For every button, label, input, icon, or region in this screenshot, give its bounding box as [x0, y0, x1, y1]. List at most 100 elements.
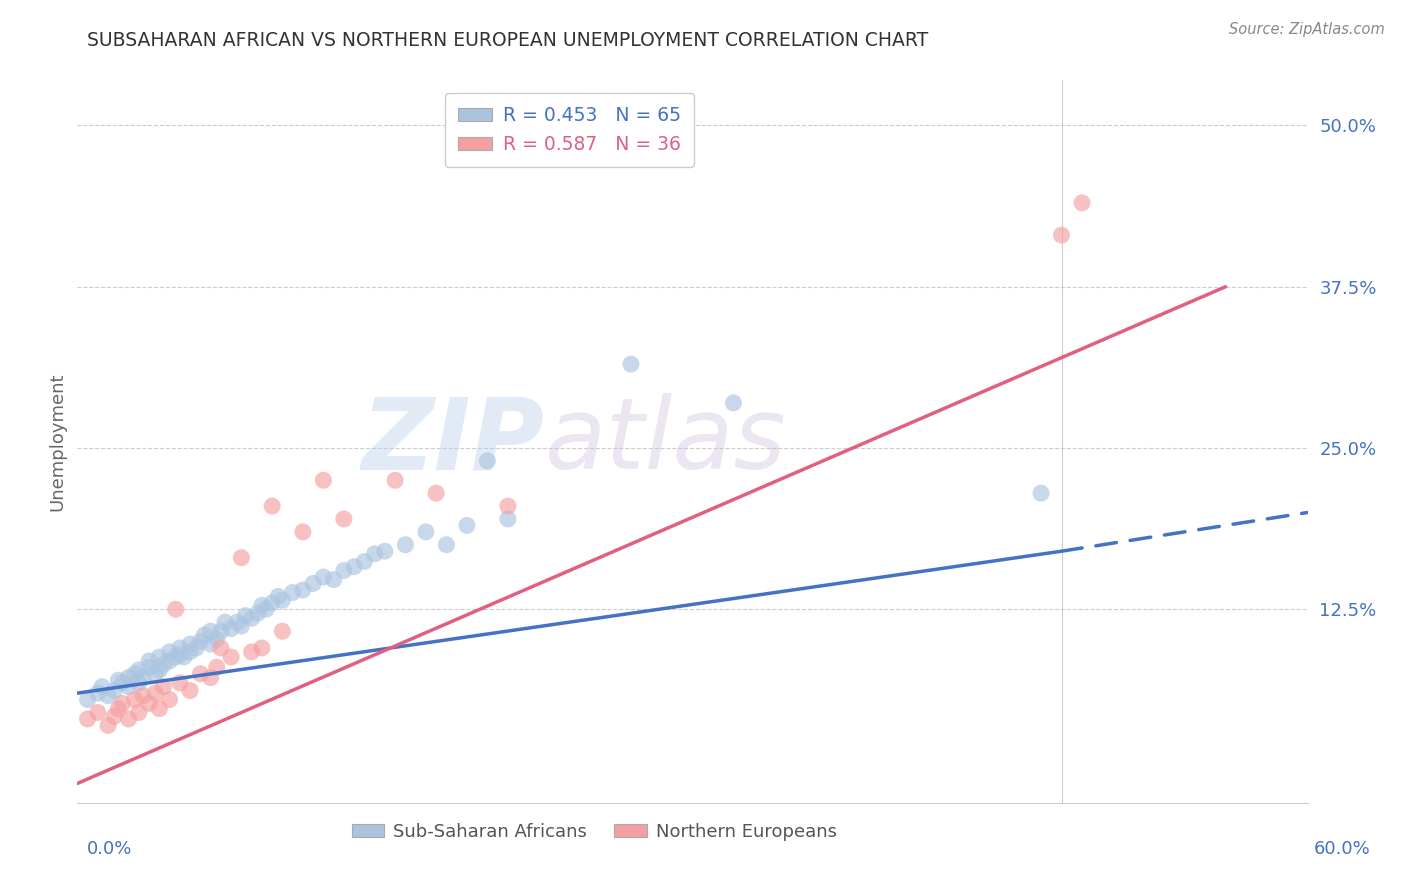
Point	[1050, 228, 1073, 243]
Point	[111, 675, 134, 690]
Legend: Sub-Saharan Africans, Northern Europeans: Sub-Saharan Africans, Northern Europeans	[344, 815, 844, 848]
Point	[165, 602, 187, 616]
Point	[76, 692, 98, 706]
Point	[477, 454, 499, 468]
Point	[179, 637, 201, 651]
Point	[107, 701, 129, 715]
Point	[103, 683, 125, 698]
Point	[76, 712, 98, 726]
Point	[262, 596, 284, 610]
Point	[333, 564, 356, 578]
Point	[173, 650, 195, 665]
Point	[179, 683, 201, 698]
Point	[374, 544, 396, 558]
Point	[188, 634, 212, 648]
Point	[111, 697, 134, 711]
Point	[415, 524, 437, 539]
Point	[148, 701, 170, 715]
Point	[169, 640, 191, 655]
Point	[363, 547, 385, 561]
Point	[209, 640, 232, 655]
Point	[200, 637, 222, 651]
Point	[148, 663, 170, 677]
Point	[302, 576, 325, 591]
Point	[250, 599, 273, 613]
Point	[200, 671, 222, 685]
Point	[97, 689, 120, 703]
Text: 0.0%: 0.0%	[87, 840, 132, 858]
Point	[124, 692, 146, 706]
Point	[291, 524, 314, 539]
Point	[219, 622, 242, 636]
Text: Source: ZipAtlas.com: Source: ZipAtlas.com	[1229, 22, 1385, 37]
Point	[353, 555, 375, 569]
Text: 60.0%: 60.0%	[1315, 840, 1371, 858]
Point	[179, 645, 201, 659]
Point	[188, 666, 212, 681]
Point	[138, 697, 160, 711]
Point	[343, 559, 366, 574]
Point	[281, 585, 304, 599]
Point	[148, 650, 170, 665]
Point	[322, 573, 344, 587]
Point	[496, 512, 519, 526]
Point	[456, 518, 478, 533]
Point	[267, 590, 290, 604]
Point	[214, 615, 236, 630]
Point	[209, 624, 232, 639]
Point	[138, 660, 160, 674]
Point	[143, 686, 166, 700]
Point	[291, 582, 314, 597]
Point	[723, 396, 745, 410]
Point	[193, 628, 215, 642]
Point	[128, 675, 150, 690]
Point	[132, 689, 155, 703]
Point	[152, 680, 174, 694]
Point	[143, 666, 166, 681]
Point	[219, 650, 242, 665]
Point	[186, 640, 208, 655]
Point	[165, 650, 187, 665]
Point	[271, 593, 294, 607]
Point	[200, 624, 222, 639]
Point	[205, 632, 228, 646]
Text: SUBSAHARAN AFRICAN VS NORTHERN EUROPEAN UNEMPLOYMENT CORRELATION CHART: SUBSAHARAN AFRICAN VS NORTHERN EUROPEAN …	[87, 31, 928, 50]
Point	[240, 611, 263, 625]
Point	[226, 615, 249, 630]
Point	[312, 570, 335, 584]
Point	[312, 473, 335, 487]
Point	[254, 602, 277, 616]
Point	[90, 680, 114, 694]
Point	[384, 473, 406, 487]
Point	[97, 718, 120, 732]
Point	[117, 712, 139, 726]
Point	[240, 645, 263, 659]
Point	[262, 499, 284, 513]
Point	[159, 645, 181, 659]
Point	[496, 499, 519, 513]
Point	[620, 357, 643, 371]
Point	[117, 680, 139, 694]
Y-axis label: Unemployment: Unemployment	[48, 372, 66, 511]
Point	[138, 654, 160, 668]
Point	[333, 512, 356, 526]
Point	[250, 640, 273, 655]
Point	[152, 657, 174, 672]
Point	[103, 709, 125, 723]
Point	[235, 608, 257, 623]
Point	[394, 538, 416, 552]
Text: ZIP: ZIP	[361, 393, 546, 490]
Point	[169, 675, 191, 690]
Point	[246, 606, 269, 620]
Point	[1029, 486, 1052, 500]
Point	[231, 550, 253, 565]
Point	[205, 660, 228, 674]
Point	[107, 673, 129, 688]
Point	[271, 624, 294, 639]
Point	[124, 666, 146, 681]
Point	[128, 706, 150, 720]
Point	[132, 671, 155, 685]
Point	[436, 538, 458, 552]
Point	[231, 619, 253, 633]
Point	[159, 654, 181, 668]
